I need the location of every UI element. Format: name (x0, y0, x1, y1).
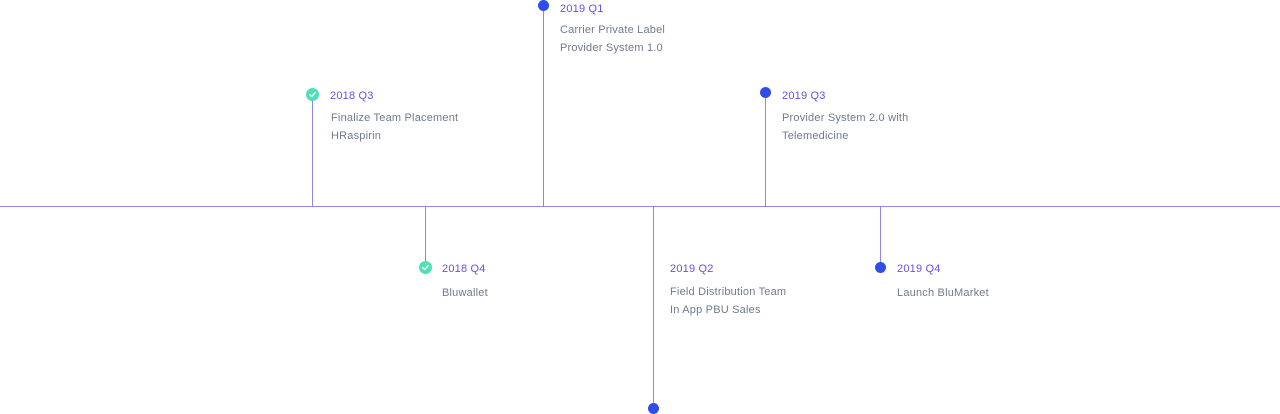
milestone-description-line: Provider System 2.0 with (782, 112, 909, 124)
milestone-description: Launch BluMarket (897, 285, 989, 303)
milestone-quarter: 2019 Q1 (560, 3, 604, 15)
milestone-description-line: Telemedicine (782, 129, 849, 142)
milestone-stem (653, 207, 654, 404)
milestone-stem (880, 207, 881, 265)
milestone-description-line: HRaspirin (331, 129, 382, 142)
milestone-description: Field Distribution Team In App PBU Sales (670, 284, 786, 319)
check-icon (306, 88, 319, 101)
milestone-description: Finalize Team Placement HRaspirin (331, 110, 458, 145)
milestone-description: Carrier Private Label Provider System 1.… (560, 22, 665, 57)
check-icon (419, 261, 432, 274)
dot-icon (648, 403, 659, 414)
milestone-description-line: Carrier Private Label (560, 24, 666, 36)
milestone-description-line: In App PBU Sales (670, 303, 761, 316)
milestone-quarter: 2019 Q2 (670, 263, 714, 275)
milestone-description-line: Provider System 1.0 (560, 41, 663, 54)
milestone-description: Bluwallet (442, 285, 488, 303)
milestone-description-line: Field Distribution Team (670, 286, 787, 298)
milestone-description-line: Finalize Team Placement (331, 112, 459, 124)
timeline-axis (0, 206, 1280, 207)
milestone-quarter: 2018 Q4 (442, 263, 486, 275)
milestone-description: Provider System 2.0 with Telemedicine (782, 110, 908, 145)
milestone-description-line: Launch BluMarket (897, 287, 989, 299)
milestone-description-line: Bluwallet (442, 287, 488, 299)
milestone-stem (765, 96, 766, 206)
milestone-stem (425, 207, 426, 265)
dot-icon (875, 262, 886, 273)
dot-icon (760, 87, 771, 98)
milestone-quarter: 2019 Q4 (897, 263, 941, 275)
milestone-stem (312, 99, 313, 206)
milestone-quarter: 2018 Q3 (330, 90, 374, 102)
dot-icon (538, 0, 549, 11)
milestone-stem (543, 8, 544, 206)
milestone-quarter: 2019 Q3 (782, 90, 826, 102)
